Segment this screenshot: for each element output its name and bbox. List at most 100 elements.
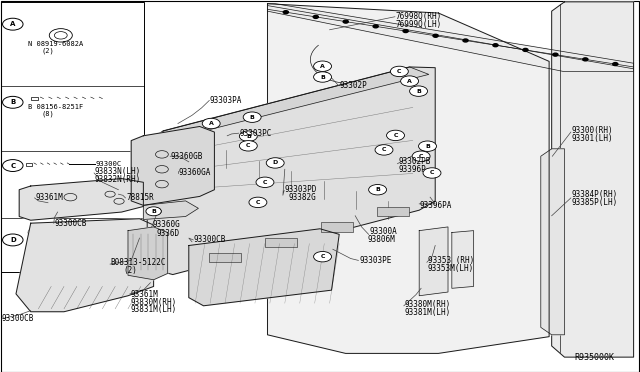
- Text: C: C: [419, 154, 424, 159]
- Text: 93300A: 93300A: [369, 227, 397, 236]
- Text: 76999Q(LH): 76999Q(LH): [396, 20, 442, 29]
- Circle shape: [423, 168, 441, 178]
- Text: 93300CB: 93300CB: [194, 235, 227, 244]
- Polygon shape: [419, 227, 448, 296]
- FancyArrow shape: [106, 229, 120, 233]
- Polygon shape: [19, 179, 143, 220]
- Text: D: D: [10, 237, 15, 243]
- Bar: [377, 207, 409, 217]
- Text: 93300C: 93300C: [96, 161, 122, 167]
- Text: C: C: [255, 200, 260, 205]
- Text: (2): (2): [123, 266, 137, 275]
- Circle shape: [313, 15, 318, 18]
- Bar: [1, 2, 144, 272]
- Text: 93381M(LH): 93381M(LH): [404, 308, 451, 317]
- Circle shape: [612, 62, 618, 65]
- Circle shape: [373, 25, 378, 28]
- Bar: [321, 222, 353, 232]
- Text: 93303PC: 93303PC: [239, 129, 272, 138]
- Text: 93303PA: 93303PA: [210, 96, 243, 105]
- Text: 93300CB: 93300CB: [2, 314, 35, 323]
- Polygon shape: [268, 4, 634, 71]
- Text: B 08156-8251F: B 08156-8251F: [28, 104, 83, 110]
- Circle shape: [284, 11, 289, 14]
- Text: B: B: [375, 187, 380, 192]
- Text: 93384P(RH): 93384P(RH): [572, 190, 618, 199]
- Text: (1): (1): [42, 243, 54, 250]
- Text: C: C: [10, 163, 15, 169]
- Text: B: B: [250, 115, 255, 120]
- Text: C: C: [246, 143, 251, 148]
- Text: C: C: [397, 69, 402, 74]
- Text: 93833N(LH): 93833N(LH): [95, 167, 141, 176]
- Circle shape: [403, 29, 408, 32]
- Circle shape: [314, 61, 332, 71]
- Text: C: C: [262, 180, 268, 185]
- Text: B08313-5122C: B08313-5122C: [111, 258, 166, 267]
- Circle shape: [401, 76, 419, 86]
- Bar: [265, 238, 297, 247]
- Circle shape: [239, 131, 257, 141]
- Text: 93396PA: 93396PA: [420, 201, 452, 210]
- Text: 93302P: 93302P: [339, 81, 367, 90]
- Text: 93303PE: 93303PE: [359, 256, 392, 265]
- Circle shape: [493, 44, 498, 47]
- Text: 93303PD: 93303PD: [285, 185, 317, 194]
- Text: D: D: [273, 160, 278, 166]
- Circle shape: [243, 112, 261, 122]
- Text: 93300CB: 93300CB: [54, 219, 87, 228]
- Circle shape: [239, 141, 257, 151]
- Circle shape: [343, 20, 348, 23]
- Circle shape: [314, 251, 332, 262]
- Text: 93380M(RH): 93380M(RH): [404, 300, 451, 309]
- Text: 76998Q(RH): 76998Q(RH): [396, 12, 442, 21]
- Text: 93302PB: 93302PB: [398, 157, 431, 166]
- Circle shape: [249, 197, 267, 208]
- Circle shape: [433, 34, 438, 37]
- Text: B: B: [10, 99, 15, 105]
- Bar: [209, 253, 241, 262]
- Text: C: C: [320, 254, 325, 259]
- Text: C: C: [393, 133, 398, 138]
- Text: 93831M(LH): 93831M(LH): [131, 305, 177, 314]
- Text: 9336D: 9336D: [156, 229, 179, 238]
- Polygon shape: [268, 4, 549, 353]
- Text: N 08919-6082A: N 08919-6082A: [28, 41, 83, 47]
- Polygon shape: [131, 126, 214, 205]
- Circle shape: [266, 158, 284, 168]
- Text: 93301(LH): 93301(LH): [572, 134, 613, 143]
- Circle shape: [419, 141, 436, 151]
- Circle shape: [410, 86, 428, 96]
- Text: 93360GB: 93360GB: [171, 152, 204, 161]
- Text: 93353M(LH): 93353M(LH): [428, 264, 474, 273]
- Text: R935000K: R935000K: [575, 353, 615, 362]
- Polygon shape: [163, 67, 429, 139]
- Text: 93360GA: 93360GA: [179, 169, 211, 177]
- Text: B: B: [151, 209, 156, 214]
- Circle shape: [256, 177, 274, 187]
- Circle shape: [390, 66, 408, 77]
- Circle shape: [553, 53, 558, 56]
- Circle shape: [314, 72, 332, 82]
- Text: B: B: [246, 134, 251, 139]
- Polygon shape: [16, 219, 154, 312]
- Circle shape: [202, 118, 220, 129]
- Text: C: C: [429, 170, 435, 176]
- Polygon shape: [147, 67, 435, 275]
- Text: A: A: [407, 78, 412, 84]
- Text: 93385P(LH): 93385P(LH): [572, 198, 618, 207]
- Polygon shape: [452, 231, 474, 288]
- Circle shape: [146, 207, 161, 216]
- Polygon shape: [143, 201, 198, 219]
- Text: (2): (2): [42, 48, 54, 54]
- Circle shape: [463, 39, 468, 42]
- Text: B: B: [425, 144, 430, 149]
- Circle shape: [375, 145, 393, 155]
- Text: 93832N(RH): 93832N(RH): [95, 175, 141, 184]
- Text: 93382G: 93382G: [289, 193, 316, 202]
- Polygon shape: [552, 2, 634, 357]
- Text: B: B: [320, 74, 325, 80]
- Polygon shape: [541, 149, 564, 335]
- Bar: [31, 97, 38, 100]
- Text: 93830M(RH): 93830M(RH): [131, 298, 177, 307]
